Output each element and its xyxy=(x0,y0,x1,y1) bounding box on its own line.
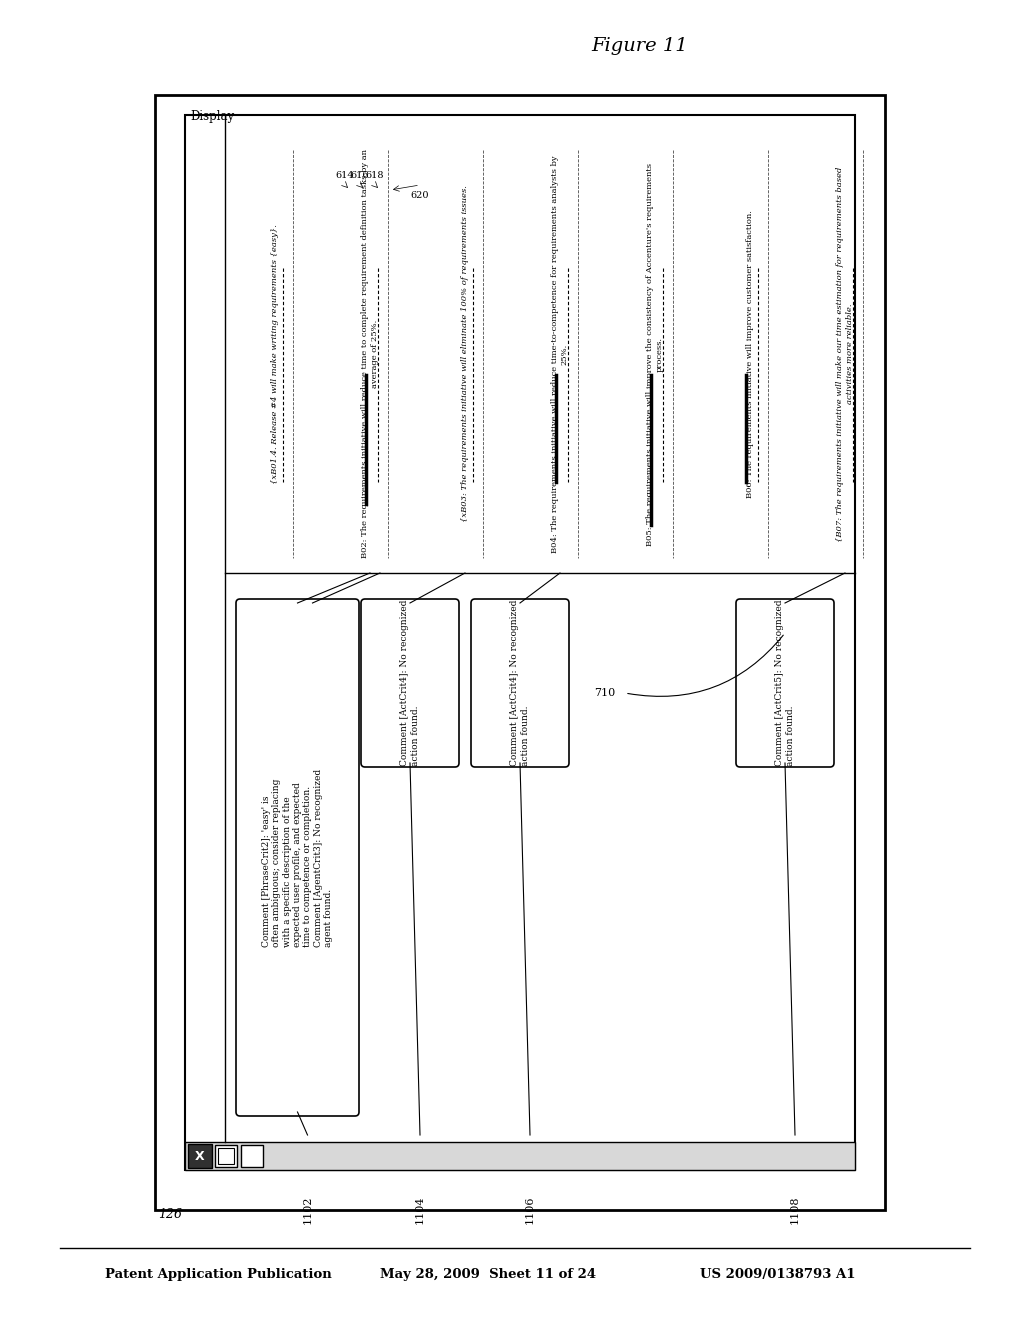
Text: B02: The requirements initiative will reduce time to complete requirement defini: B02: The requirements initiative will re… xyxy=(361,149,379,558)
FancyBboxPatch shape xyxy=(241,1144,263,1167)
Text: 1108: 1108 xyxy=(790,1195,800,1224)
Text: 614: 614 xyxy=(336,170,354,180)
Text: 620: 620 xyxy=(411,190,429,199)
Text: {xB03: The requirements initiative will eliminate 100% of requirements issues.: {xB03: The requirements initiative will … xyxy=(461,186,469,523)
Text: US 2009/0138793 A1: US 2009/0138793 A1 xyxy=(700,1269,855,1280)
Text: X: X xyxy=(196,1150,205,1163)
Text: Comment [PhraseCrit2]: 'easy' is
often ambiguous; consider replacing
with a spec: Comment [PhraseCrit2]: 'easy' is often a… xyxy=(262,768,333,946)
Text: 1102: 1102 xyxy=(302,1195,312,1224)
Text: B04: The requirements initiative will reduce time-to-competence for requirements: B04: The requirements initiative will re… xyxy=(551,156,568,553)
Text: 616: 616 xyxy=(351,170,370,180)
FancyBboxPatch shape xyxy=(155,95,885,1210)
FancyBboxPatch shape xyxy=(471,599,569,767)
Text: Display: Display xyxy=(190,110,234,123)
FancyBboxPatch shape xyxy=(185,115,855,1170)
Text: 710: 710 xyxy=(594,688,615,698)
Text: {B07: The requirements initiative will make our time estimation for requirements: {B07: The requirements initiative will m… xyxy=(837,166,854,541)
Text: Figure 11: Figure 11 xyxy=(592,37,688,55)
FancyBboxPatch shape xyxy=(218,1148,234,1164)
Text: 1106: 1106 xyxy=(525,1195,535,1224)
Text: B05: The requirements initiative will improve the consistency of Accenture's req: B05: The requirements initiative will im… xyxy=(646,162,664,545)
FancyBboxPatch shape xyxy=(188,1144,212,1168)
FancyBboxPatch shape xyxy=(236,599,359,1115)
Text: 1104: 1104 xyxy=(415,1195,425,1224)
Text: Comment [ActCrit4]: No recognized
action found.: Comment [ActCrit4]: No recognized action… xyxy=(400,599,420,766)
Text: 126: 126 xyxy=(158,1208,182,1221)
Text: Comment [ActCrit4]: No recognized
action found.: Comment [ActCrit4]: No recognized action… xyxy=(510,599,529,766)
FancyBboxPatch shape xyxy=(361,599,459,767)
Text: Patent Application Publication: Patent Application Publication xyxy=(105,1269,332,1280)
FancyBboxPatch shape xyxy=(185,1142,855,1170)
FancyBboxPatch shape xyxy=(215,1144,237,1167)
Text: Comment [ActCrit5]: No recognized
action found.: Comment [ActCrit5]: No recognized action… xyxy=(775,599,795,766)
FancyBboxPatch shape xyxy=(736,599,834,767)
Text: B06: The requirements initiative will improve customer satisfaction.: B06: The requirements initiative will im… xyxy=(746,210,754,498)
Text: 618: 618 xyxy=(366,170,384,180)
Text: May 28, 2009  Sheet 11 of 24: May 28, 2009 Sheet 11 of 24 xyxy=(380,1269,596,1280)
Text: {xB01.4. Release #4 will make writing requirements {easy}.: {xB01.4. Release #4 will make writing re… xyxy=(271,224,279,484)
